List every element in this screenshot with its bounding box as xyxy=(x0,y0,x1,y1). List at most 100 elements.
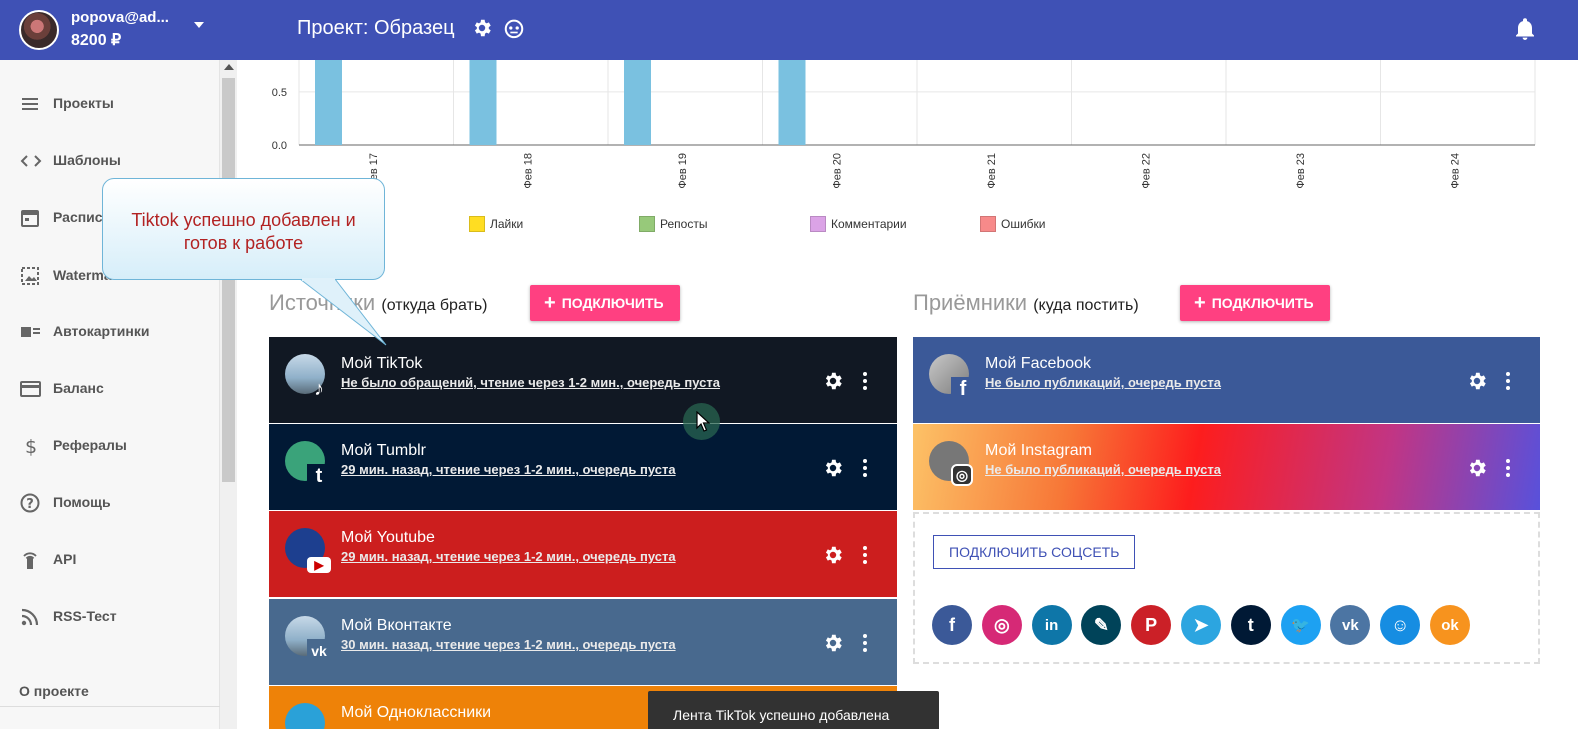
legend-label: Комментарии xyxy=(831,217,907,231)
pinterest-icon[interactable]: P xyxy=(1131,605,1172,645)
divider xyxy=(0,706,220,707)
connect-social-box: ПОДКЛЮЧИТЬ СОЦСЕТЬ f ◎ in ✎ P ➤ t 🐦 vk ☺ ok xyxy=(913,512,1540,664)
receiver-name: Мой Facebook xyxy=(985,355,1092,372)
legend-item[interactable]: Ошибки xyxy=(980,216,1046,232)
sidebar-item-label: RSS-Тест xyxy=(53,608,117,624)
sidebar: Проекты Шаблоны Расписа Waterma Автокарт… xyxy=(0,60,220,729)
gear-icon[interactable] xyxy=(822,544,844,566)
telegram-icon[interactable]: ➤ xyxy=(1181,605,1221,645)
receiver-card-facebook[interactable]: f Мой Facebook Не было публикаций, очере… xyxy=(913,337,1540,423)
odnoklassniki-icon[interactable]: ok xyxy=(1430,605,1470,645)
legend-item[interactable]: Комментарии xyxy=(810,216,907,232)
svg-text:?: ? xyxy=(26,497,34,512)
source-avatar xyxy=(285,354,325,394)
more-vertical-icon[interactable] xyxy=(1503,371,1513,391)
user-email[interactable]: popova@ad... xyxy=(71,9,169,26)
gear-icon[interactable] xyxy=(822,632,844,654)
sidebar-item-label: Шаблоны xyxy=(53,152,121,168)
more-vertical-icon[interactable] xyxy=(860,371,870,391)
sidebar-scrollbar[interactable] xyxy=(220,60,237,729)
linkedin-icon[interactable]: in xyxy=(1031,605,1072,645)
source-name: Мой Youtube xyxy=(341,529,435,546)
facebook-icon[interactable]: f xyxy=(932,605,972,645)
sidebar-item-schedule[interactable]: Расписа xyxy=(0,198,220,238)
sidebar-item-rss-test[interactable]: RSS-Тест xyxy=(0,597,220,637)
snackbar: Лента TikTok успешно добавлена xyxy=(648,691,939,729)
legend-swatch xyxy=(469,216,485,232)
auto-image-icon xyxy=(21,327,40,337)
sidebar-item-label: Расписа xyxy=(53,209,111,225)
bar xyxy=(469,60,497,145)
livejournal-icon[interactable]: ✎ xyxy=(1081,605,1122,645)
source-card[interactable]: t Мой Tumblr 29 мин. назад, чтение через 1… xyxy=(269,424,897,510)
gear-icon[interactable] xyxy=(1466,370,1488,392)
receiver-status[interactable]: Не было публикаций, очередь пуста xyxy=(985,375,1221,390)
chevron-down-icon[interactable] xyxy=(194,22,204,28)
sidebar-item-templates[interactable]: Шаблоны xyxy=(0,141,220,181)
receiver-card-instagram[interactable]: ◎ Мой Instagram Не было публикаций, очер… xyxy=(913,424,1540,510)
myworld-icon[interactable]: ☺ xyxy=(1380,605,1421,645)
connect-social-button[interactable]: ПОДКЛЮЧИТЬ СОЦСЕТЬ xyxy=(933,535,1136,569)
scroll-up-icon[interactable] xyxy=(224,64,234,70)
more-vertical-icon[interactable] xyxy=(860,633,870,653)
x-tick-label: Фев 23 xyxy=(1295,153,1307,189)
tooltip-line1: Tiktok успешно добавлен и xyxy=(131,210,356,230)
connect-label: ПОДКЛЮЧИТЬ xyxy=(1211,295,1314,311)
sidebar-item-label: Баланс xyxy=(53,380,104,396)
source-name: Мой TikTok xyxy=(341,355,423,372)
facebook-icon: f xyxy=(951,377,975,401)
connect-receiver-button[interactable]: + ПОДКЛЮЧИТЬ xyxy=(1180,285,1330,321)
top-bar: popova@ad... 8200 ₽ Проект: Образец xyxy=(0,0,1578,60)
tooltip: Tiktok успешно добавлен и готов к работе xyxy=(102,178,385,280)
source-status[interactable]: 29 мин. назад, чтение через 1-2 мин., оч… xyxy=(341,462,676,477)
about-link[interactable]: О проекте xyxy=(19,683,89,699)
gear-icon[interactable] xyxy=(822,457,844,479)
sidebar-item-balance[interactable]: Баланс xyxy=(0,369,220,409)
sidebar-item-referrals[interactable]: $ Рефералы xyxy=(0,426,220,466)
receivers-title-text: Приёмники xyxy=(913,290,1028,315)
legend-item[interactable]: Репосты xyxy=(639,216,707,232)
source-name: Мой Tumblr xyxy=(341,442,426,459)
sidebar-item-projects[interactable]: Проекты xyxy=(0,84,220,124)
receiver-name: Мой Instagram xyxy=(985,442,1092,459)
gear-icon[interactable] xyxy=(822,370,844,392)
y-tick-label: 0.5 xyxy=(272,87,287,99)
more-vertical-icon[interactable] xyxy=(860,458,870,478)
bell-icon[interactable] xyxy=(1515,18,1535,40)
gear-icon[interactable] xyxy=(471,17,493,39)
twitter-icon[interactable]: 🐦 xyxy=(1280,605,1321,645)
source-name: Мой Одноклассники xyxy=(341,704,492,721)
connect-source-button[interactable]: + ПОДКЛЮЧИТЬ xyxy=(530,285,680,321)
gear-icon[interactable] xyxy=(1466,457,1488,479)
source-card[interactable]: ♪ Мой TikTok Не было обращений, чтение чер… xyxy=(269,337,897,423)
tooltip-line2: готов к работе xyxy=(183,233,304,253)
vk-icon[interactable]: vk xyxy=(1330,605,1371,645)
more-vertical-icon[interactable] xyxy=(860,545,870,565)
source-status[interactable]: 30 мин. назад, чтение через 1-2 мин., оч… xyxy=(341,637,676,652)
x-tick-label: Фев 20 xyxy=(832,153,844,189)
source-card[interactable]: ▶ Мой Youtube 29 мин. назад, чтение через … xyxy=(269,511,897,597)
image-icon xyxy=(21,267,39,285)
x-tick-label: Фев 21 xyxy=(986,153,998,189)
receiver-status[interactable]: Не было публикаций, очередь пуста xyxy=(985,462,1221,477)
scroll-thumb[interactable] xyxy=(222,78,235,482)
receivers-subtitle: (куда постить) xyxy=(1033,297,1139,314)
user-avatar[interactable] xyxy=(19,10,59,50)
list-icon xyxy=(22,98,38,110)
source-card[interactable]: vk Мой Вконтакте 30 мин. назад, чтение чер… xyxy=(269,599,897,685)
instagram-icon[interactable]: ◎ xyxy=(981,605,1022,645)
bot-icon[interactable] xyxy=(503,17,525,39)
sidebar-item-help[interactable]: ? Помощь xyxy=(0,483,220,523)
source-status[interactable]: 29 мин. назад, чтение через 1-2 мин., оч… xyxy=(341,549,676,564)
x-tick-label: Фев 22 xyxy=(1141,153,1153,189)
tumblr-icon[interactable]: t xyxy=(1230,605,1271,645)
sidebar-item-watermark[interactable]: Waterma xyxy=(0,256,220,296)
sidebar-item-api[interactable]: API xyxy=(0,540,220,580)
svg-text:$: $ xyxy=(25,436,37,456)
connect-label: ПОДКЛЮЧИТЬ xyxy=(561,295,664,311)
instagram-icon: ◎ xyxy=(951,464,973,486)
legend-item[interactable]: Лайки xyxy=(469,216,523,232)
more-vertical-icon[interactable] xyxy=(1503,458,1513,478)
source-status[interactable]: Не было обращений, чтение через 1-2 мин.… xyxy=(341,375,720,390)
sidebar-item-autoimages[interactable]: Автокартинки xyxy=(0,312,220,352)
